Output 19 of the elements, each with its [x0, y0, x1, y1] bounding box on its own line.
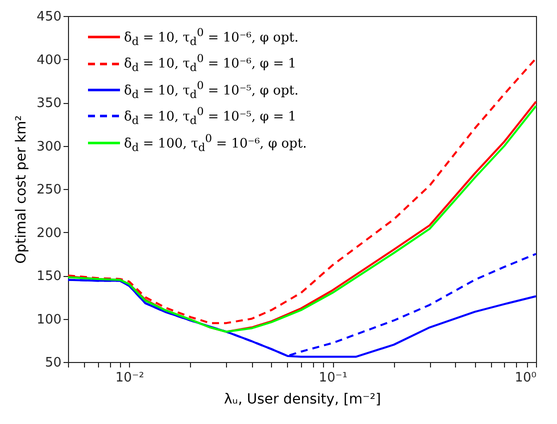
x-tick-label: 10⁰	[514, 370, 536, 386]
legend-label: δ$_{d}$ = 10, τ$_{d}$$^{0}$ = 10⁻⁶, φ = 1	[124, 51, 296, 76]
y-tick-label: 400	[36, 52, 62, 68]
x-tick-label: 10⁻²	[115, 370, 144, 386]
y-tick-label: 100	[36, 312, 62, 328]
y-tick-label: 50	[44, 356, 62, 370]
y-tick-label: 150	[36, 269, 62, 284]
y-tick-label: 250	[36, 182, 62, 198]
legend-label: δ$_{d}$ = 10, τ$_{d}$$^{0}$ = 10⁻⁶, φ opt.	[124, 25, 299, 50]
y-tick-label: 450	[36, 10, 62, 24]
legend-label: δ$_{d}$ = 10, τ$_{d}$$^{0}$ = 10⁻⁵, φ = 1	[124, 104, 296, 130]
legend-label: δ$_{d}$ = 10, τ$_{d}$$^{0}$ = 10⁻⁵, φ opt.	[124, 78, 299, 103]
legend-label: δ$_{d}$ = 100, τ$_{d}$$^{0}$ = 10⁻⁶, φ opt.	[124, 130, 307, 156]
y-axis-title: Optimal cost per km²	[14, 115, 30, 264]
y-tick-label: 200	[36, 226, 62, 241]
y-tick-label: 300	[36, 139, 62, 154]
y-tick-label: 350	[36, 96, 62, 111]
x-tick-label: 10⁻¹	[318, 370, 348, 386]
x-axis-title: λᵤ, User density, [m⁻²]	[224, 392, 382, 408]
